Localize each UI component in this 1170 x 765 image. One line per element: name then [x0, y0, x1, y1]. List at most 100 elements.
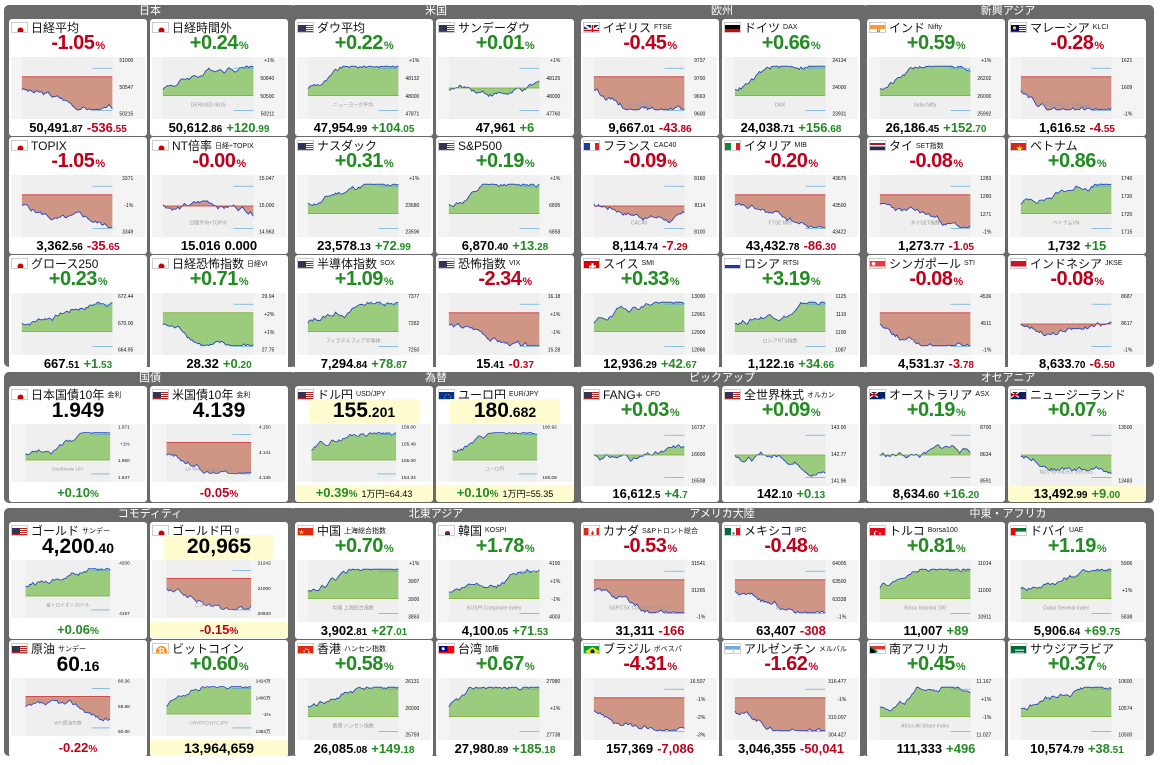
market-card[interactable]: 日経時間外 +0.24% DERIVED 4615 +1% 50840 50500 5021…	[150, 19, 288, 136]
price-value: 31,311	[615, 623, 655, 638]
price-decimal: .78	[785, 242, 800, 253]
chart-area: S&P/TSX Composite Index 31541 31265 -1%	[583, 560, 717, 622]
market-card[interactable]: 全世界株式 オルカン +0.09% 143.00 142.77 141.96 142.10 +…	[722, 386, 860, 502]
market-card[interactable]: ユーロ円 EUR/JPY 180.682 ユーロ円 180.92 180.09 +0.10%…	[436, 386, 574, 502]
price-footer: 5,906.64 +69.75	[1008, 623, 1146, 639]
sparkline-chart: 29.04 +2% +1% 27.75	[162, 293, 275, 355]
index-name: ドバイ	[1030, 524, 1067, 538]
market-card[interactable]: ドバイ UAE +1.19% Dubai General Index 5906 +1% 58…	[1008, 522, 1146, 639]
price-value: 4,531	[898, 356, 931, 371]
market-card[interactable]: TOPIX -1.05% 3371 -1% 3349 3,362.56 -35.65	[9, 137, 147, 254]
y-axis-label: 155.49	[401, 441, 416, 446]
sparkline-chart: India Nifty +1% 26202 26000 25992	[879, 57, 992, 119]
y-axis-label: 8114	[695, 203, 706, 209]
market-card[interactable]: ドル円 USD/JPY 155.201 156.00 155.49 155.00 154.3…	[295, 386, 433, 502]
price-footer: 9,667.01 -43.86	[581, 120, 719, 136]
current-value: 20,965	[164, 535, 274, 559]
current-value-int: 180	[473, 399, 509, 422]
change-percent: +0.58%	[295, 653, 433, 676]
chart-watermark: FTSE Bursa Malaysia	[1042, 103, 1091, 109]
index-name: ユーロ円	[458, 388, 507, 402]
market-card[interactable]: メキシコ IPC -0.48% IPC 64005 63500 63338 -1% 63,407…	[722, 522, 860, 639]
percent-value: +0.10	[57, 485, 90, 500]
market-card[interactable]: ブラジル ボベスパ -4.31% 16.507 -1% -2% -3% 157,369 -7,0…	[581, 640, 719, 757]
chart-area: 16737 16600 16508	[583, 424, 717, 486]
price-change: +6	[519, 120, 535, 135]
market-card[interactable]: ニュージーランド +0.07% NZX 50 INDEX GROSS 13500 134…	[1008, 386, 1146, 502]
price-change-decimal: .05	[960, 242, 974, 253]
market-card[interactable]: ベトナム +0.86% ベトナムVN 1740 1730 1720 1715 1,732 +15	[1008, 137, 1146, 254]
market-card[interactable]: アルゼンチン メルバル -1.62% 316.477 -1% 310.007 304.427…	[722, 640, 860, 757]
price-change-decimal: .55	[1101, 124, 1115, 135]
market-card[interactable]: 中国 上海総合指数 +0.70% 中国 上海総合指数 +1% 3907 3900 3863 3,…	[295, 522, 433, 639]
market-card[interactable]: 半導体指数 SOX +1.09% フィラデルフィア半導体 7377 7282 7250 7,2…	[295, 255, 433, 372]
flag-icon	[297, 389, 314, 400]
price-line	[593, 301, 685, 324]
y-axis-label: 672.44	[118, 294, 134, 300]
price-value: 1,122	[747, 356, 781, 371]
area-fill	[25, 696, 111, 722]
market-card[interactable]: 日経平均 -1.05% 51000 50547 50215 50,491.87 -536.5…	[9, 19, 147, 136]
index-subtitle: SOX	[380, 260, 395, 267]
market-card[interactable]: ゴールド円 g 20,965 ニューヨーク 21242 21000 20933 -0.15%	[150, 522, 288, 639]
market-card[interactable]: 恐怖指数 VIX -2.34% 16.18 +1% -1% 15.28 15.41 -0.37	[436, 255, 574, 372]
market-card[interactable]: イタリア MIB -0.20% FTSE MIB 43675 43500 43422 43,4…	[722, 137, 860, 254]
price-decimal: .77	[930, 242, 945, 253]
change-percent: +0.86%	[1008, 150, 1146, 173]
market-card[interactable]: マレーシア KLCI -0.28% FTSE Bursa Malaysia 1621 16…	[1008, 19, 1146, 136]
market-card[interactable]: シンガポール STI -0.08% シンガポールSTI 4536 4511 -1% 4,531…	[867, 255, 1005, 372]
market-card[interactable]: ダウ平均 +0.22% ニューヨーク平均 +1% 48132 48000 47871 47,9…	[295, 19, 433, 136]
market-card[interactable]: サウジアラビア +0.37% 10600 10574 10500 10,574.79 +38…	[1008, 640, 1146, 757]
y-axis-label: 141.96	[831, 479, 847, 485]
y-axis-label: 26131	[405, 679, 419, 685]
market-card[interactable]: 韓国 KOSPI +1.78% KOSPI Composite Index 4100 +1…	[436, 522, 574, 639]
market-card[interactable]: 日経恐怖指数 日経VI +0.71% 29.04 +2% +1% 27.75 28.32 +0.…	[150, 255, 288, 372]
index-subtitle: KLCI	[1092, 24, 1109, 31]
market-card[interactable]: FANG+ CFD +0.03% 16737 16600 16508 16,612.5 +4.…	[581, 386, 719, 502]
chart-area: 143.00 142.77 141.96	[724, 424, 858, 486]
market-card[interactable]: 台湾 加権 +0.67% 27980 +1% 27738 27,980.89 +185.18	[436, 640, 574, 757]
market-card[interactable]: NT倍率 日経÷TOPIX -0.00% 日経平均÷TOPIX 15.047 15.000…	[150, 137, 288, 254]
y-axis-label: +1%	[409, 561, 420, 567]
area-fill	[1020, 455, 1112, 474]
market-card[interactable]: インドネシア JKSE -0.08% 8687 8617 -1% 8,633.70 -6.50	[1008, 255, 1146, 372]
percent-unit: %	[229, 626, 239, 637]
market-card[interactable]: カナダ S&Pトロント総合 -0.53% S&P/TSX Composite Inde…	[581, 522, 719, 639]
market-card[interactable]: トルコ Borsa100 +0.81% Borsa Istanbul 100 11014…	[867, 522, 1005, 639]
market-card[interactable]: 南アフリカ +0.45% Africa All Share Index 11.167 +…	[867, 640, 1005, 757]
market-card[interactable]: スイス SMI +0.33% 13000 12961 12900 12866 12,936.2…	[581, 255, 719, 372]
y-axis-label: +2%	[264, 312, 275, 318]
price-value: 63,407	[756, 623, 796, 638]
index-subtitle: JKSE	[1105, 260, 1123, 267]
flag-icon	[11, 22, 28, 33]
price-change-decimal: .53	[534, 627, 549, 638]
percent-value: -0.15	[199, 622, 230, 637]
market-card[interactable]: 米国債10年 金利 4.139 10-Year Treasury Yield 4.150…	[150, 386, 288, 502]
price-decimal: .89	[494, 745, 509, 756]
market-card[interactable]: フランス CAC40 -0.09% CAC40 8160 8114 8100 8,114.74…	[581, 137, 719, 254]
market-card[interactable]: タイ SET指数 -0.08% タイSET指数 1283 1280 1271 -1% 1,273…	[867, 137, 1005, 254]
price-line	[879, 686, 971, 712]
sparkline-chart: WTI原油先物 60.36 59.88 60.00	[25, 678, 130, 736]
market-card[interactable]: グロース250 +0.23% 672.44 670.00 664.95 667.51 +1.…	[9, 255, 147, 372]
market-card[interactable]: 日本国債10年 金利 1.949 GovBonds 10Y 1.971 +1% 1.960 1…	[9, 386, 147, 502]
market-card[interactable]: ₿ ビットコイン +0.60% CRYPTO:BTCJPY 1424万 1400万 -1% 1…	[150, 640, 288, 757]
chart-watermark: 香港 ハンセン指数	[332, 723, 374, 730]
card-header: 日経恐怖指数 日経VI	[152, 257, 268, 271]
market-card[interactable]: ナスダック +0.31% +1% 23680 23506 23,578.13 +72.99	[295, 137, 433, 254]
index-name: ゴールド	[31, 524, 80, 538]
market-card[interactable]: ゴールド サンデー 4,200.40 金トロイオンス/ドル 4200 4197 +0.06%	[9, 522, 147, 639]
card-header: イギリス FTSE	[583, 21, 672, 35]
market-card[interactable]: オーストラリア ASX +0.19% 8700 8634 8591 8,634.60 +16.…	[867, 386, 1005, 502]
market-card[interactable]: サンデーダウ +0.01% +1% 48125 48000 47760 47,961 +6	[436, 19, 574, 136]
y-axis-label: 1087	[835, 348, 846, 354]
market-card[interactable]: ロシア RTSI +3.19% ロシアRTS指数 1125 1110 1100 1087 1,1…	[722, 255, 860, 372]
market-card[interactable]: インド Nifty +0.59% India Nifty +1% 26202 26000 25…	[867, 19, 1005, 136]
market-card[interactable]: S&P500 +0.19% +1% 6895 6858 6,870.40 +13.28	[436, 137, 574, 254]
percent-value: -0.20	[764, 150, 808, 172]
market-card[interactable]: ドイツ DAX +0.66% DAX 24134 24000 23931 24,038.71 +…	[722, 19, 860, 136]
market-card[interactable]: 原油 サンデー 60.16 WTI原油先物 60.36 59.88 60.00 -0.22%	[9, 640, 147, 757]
market-card[interactable]: イギリス FTSE -0.45% FTSE100 9737 9700 9663 9600 9,6…	[581, 19, 719, 136]
market-card[interactable]: 香港 ハンセン指数 +0.58% 香港 ハンセン指数 26131 26000 25759 26…	[295, 640, 433, 757]
percent-unit: %	[97, 276, 108, 288]
